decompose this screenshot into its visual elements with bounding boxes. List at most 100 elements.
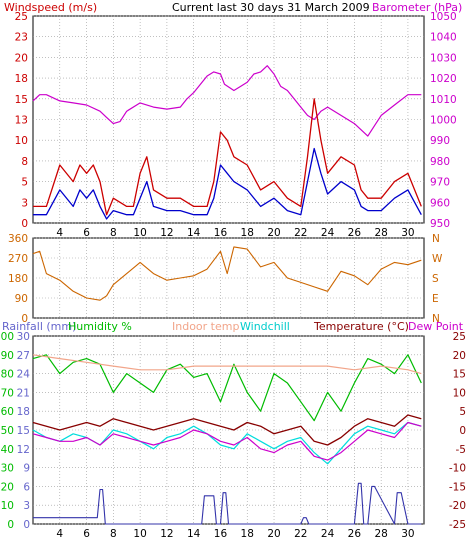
barometer-tick-label: 1000 <box>430 115 457 127</box>
windspeed-axis-label: Windspeed (m/s) <box>4 1 97 14</box>
barometer-tick-label: 980 <box>430 156 450 168</box>
barometer-tick-label: 1050 <box>430 11 457 23</box>
rainfall-tick-label: 24 <box>17 369 31 381</box>
dewpoint-line <box>32 421 422 461</box>
windchill-label: Windchill <box>240 320 290 333</box>
rainfall-tick-label: 18 <box>17 406 30 418</box>
rainfall-tick-label: 27 <box>17 350 30 362</box>
humidity-tick-label: 70 <box>1 387 14 399</box>
humidity-line <box>32 354 422 422</box>
barometer-line <box>32 65 422 137</box>
indoor-temp-line <box>32 354 422 375</box>
rainfall-tick-label: 0 <box>23 519 30 531</box>
series-layer <box>32 65 422 525</box>
x-tick-label: 22 <box>294 528 307 540</box>
humidity-tick-label: 0 <box>7 519 14 531</box>
windspeed-tick-label: 23 <box>15 32 28 44</box>
x-tick-label: 12 <box>160 528 173 540</box>
rainfall-tick-label: 30 <box>17 331 30 343</box>
x-tick-label: 8 <box>110 528 117 540</box>
barometer-tick-label: 1020 <box>430 73 457 85</box>
windspeed-tick-label: 13 <box>15 115 28 127</box>
winddir-tick-label: 90 <box>15 293 28 305</box>
windspeed-tick-label: 0 <box>21 218 28 230</box>
x-tick-label: 14 <box>187 227 201 239</box>
rainfall-tick-label: 15 <box>17 425 30 437</box>
windspeed-tick-label: 8 <box>21 156 28 168</box>
temperature-tick-label: -25 <box>449 519 466 531</box>
x-tick-label: 10 <box>133 227 146 239</box>
temperature-tick-label: -20 <box>449 500 466 512</box>
barometer-tick-label: 990 <box>430 135 450 147</box>
temperature-tick-label: 25 <box>453 331 466 343</box>
x-tick-label: 6 <box>83 528 90 540</box>
humidity-axis-label: Humidity % <box>68 320 132 333</box>
x-tick-label: 30 <box>401 528 414 540</box>
barometer-tick-label: 960 <box>430 197 450 209</box>
rainfall-line <box>33 482 422 525</box>
windspeed-tick-label: 10 <box>15 135 28 147</box>
x-tick-label: 8 <box>110 227 117 239</box>
dewpoint-label: Dew Point <box>408 320 464 333</box>
windspeed-tick-label: 5 <box>21 177 28 189</box>
windspeed-peak-line <box>33 98 422 216</box>
humidity-tick-label: 20 <box>1 481 14 493</box>
rainfall-tick-label: 12 <box>17 444 30 456</box>
indoor-temp-label: Indoor temp <box>172 320 239 333</box>
winddir-tick-label: 270 <box>8 253 28 265</box>
winddir-tick-label: 0 <box>21 313 28 325</box>
temperature-tick-label: 20 <box>453 350 466 362</box>
grid-layer <box>33 15 424 525</box>
axis-layer: 4 6 8 10 12 14 16 18 20 22 24 26 28 304 6 8 10 12 14 16 18 20… <box>0 11 466 540</box>
windspeed-tick-label: 15 <box>15 94 28 106</box>
humidity-tick-label: 10 <box>1 500 14 512</box>
humidity-tick-label: 80 <box>1 369 14 381</box>
temperature-line <box>32 414 422 446</box>
temperature-tick-label: 0 <box>459 425 466 437</box>
temperature-tick-label: 5 <box>459 406 466 418</box>
temperature-axis-label: Temperature (°C) <box>313 320 409 333</box>
barometer-axis-label: Barometer (hPa) <box>372 1 462 14</box>
temperature-tick-label: 15 <box>453 369 466 381</box>
barometer-tick-label: 1040 <box>430 32 457 44</box>
x-tick-label: 14 <box>187 528 201 540</box>
temperature-tick-label: 10 <box>453 387 466 399</box>
x-tick-label: 16 <box>214 528 228 540</box>
rainfall-tick-label: 9 <box>23 463 30 475</box>
windspeed-tick-label: 18 <box>15 73 28 85</box>
chart-title: Current last 30 days 31 March 2009 <box>172 1 370 14</box>
windspeed-avg-line <box>33 147 422 220</box>
compass-tick-label: N <box>432 313 440 325</box>
x-tick-label: 4 <box>56 528 63 540</box>
compass-tick-label: S <box>432 273 439 285</box>
barometer-tick-label: 970 <box>430 177 450 189</box>
x-tick-label: 26 <box>348 528 362 540</box>
temperature-tick-label: -5 <box>456 444 466 456</box>
winddir-tick-label: 360 <box>8 233 28 245</box>
x-tick-label: 18 <box>241 528 254 540</box>
humidity-tick-label: 50 <box>1 425 14 437</box>
humidity-tick-label: 90 <box>1 350 14 362</box>
x-tick-label: 16 <box>214 227 228 239</box>
humidity-tick-label: 40 <box>1 444 14 456</box>
x-tick-label: 24 <box>321 528 335 540</box>
x-tick-label: 28 <box>374 528 387 540</box>
winddir-tick-label: 180 <box>8 273 28 285</box>
windspeed-tick-label: 3 <box>21 197 28 209</box>
compass-tick-label: N <box>432 233 440 245</box>
x-tick-label: 24 <box>321 227 335 239</box>
compass-tick-label: W <box>432 253 443 265</box>
rainfall-tick-label: 3 <box>23 500 30 512</box>
x-tick-label: 22 <box>294 227 307 239</box>
barometer-tick-label: 1010 <box>430 94 457 106</box>
barometer-tick-label: 950 <box>430 218 450 230</box>
x-tick-label: 4 <box>56 227 63 239</box>
windspeed-tick-label: 25 <box>15 11 28 23</box>
temperature-tick-label: -10 <box>449 463 466 475</box>
winddir-line <box>32 246 422 301</box>
x-tick-label: 20 <box>267 227 280 239</box>
rainfall-tick-label: 21 <box>17 387 30 399</box>
x-tick-label: 12 <box>160 227 173 239</box>
x-tick-label: 28 <box>374 227 387 239</box>
rainfall-tick-label: 6 <box>23 481 30 493</box>
